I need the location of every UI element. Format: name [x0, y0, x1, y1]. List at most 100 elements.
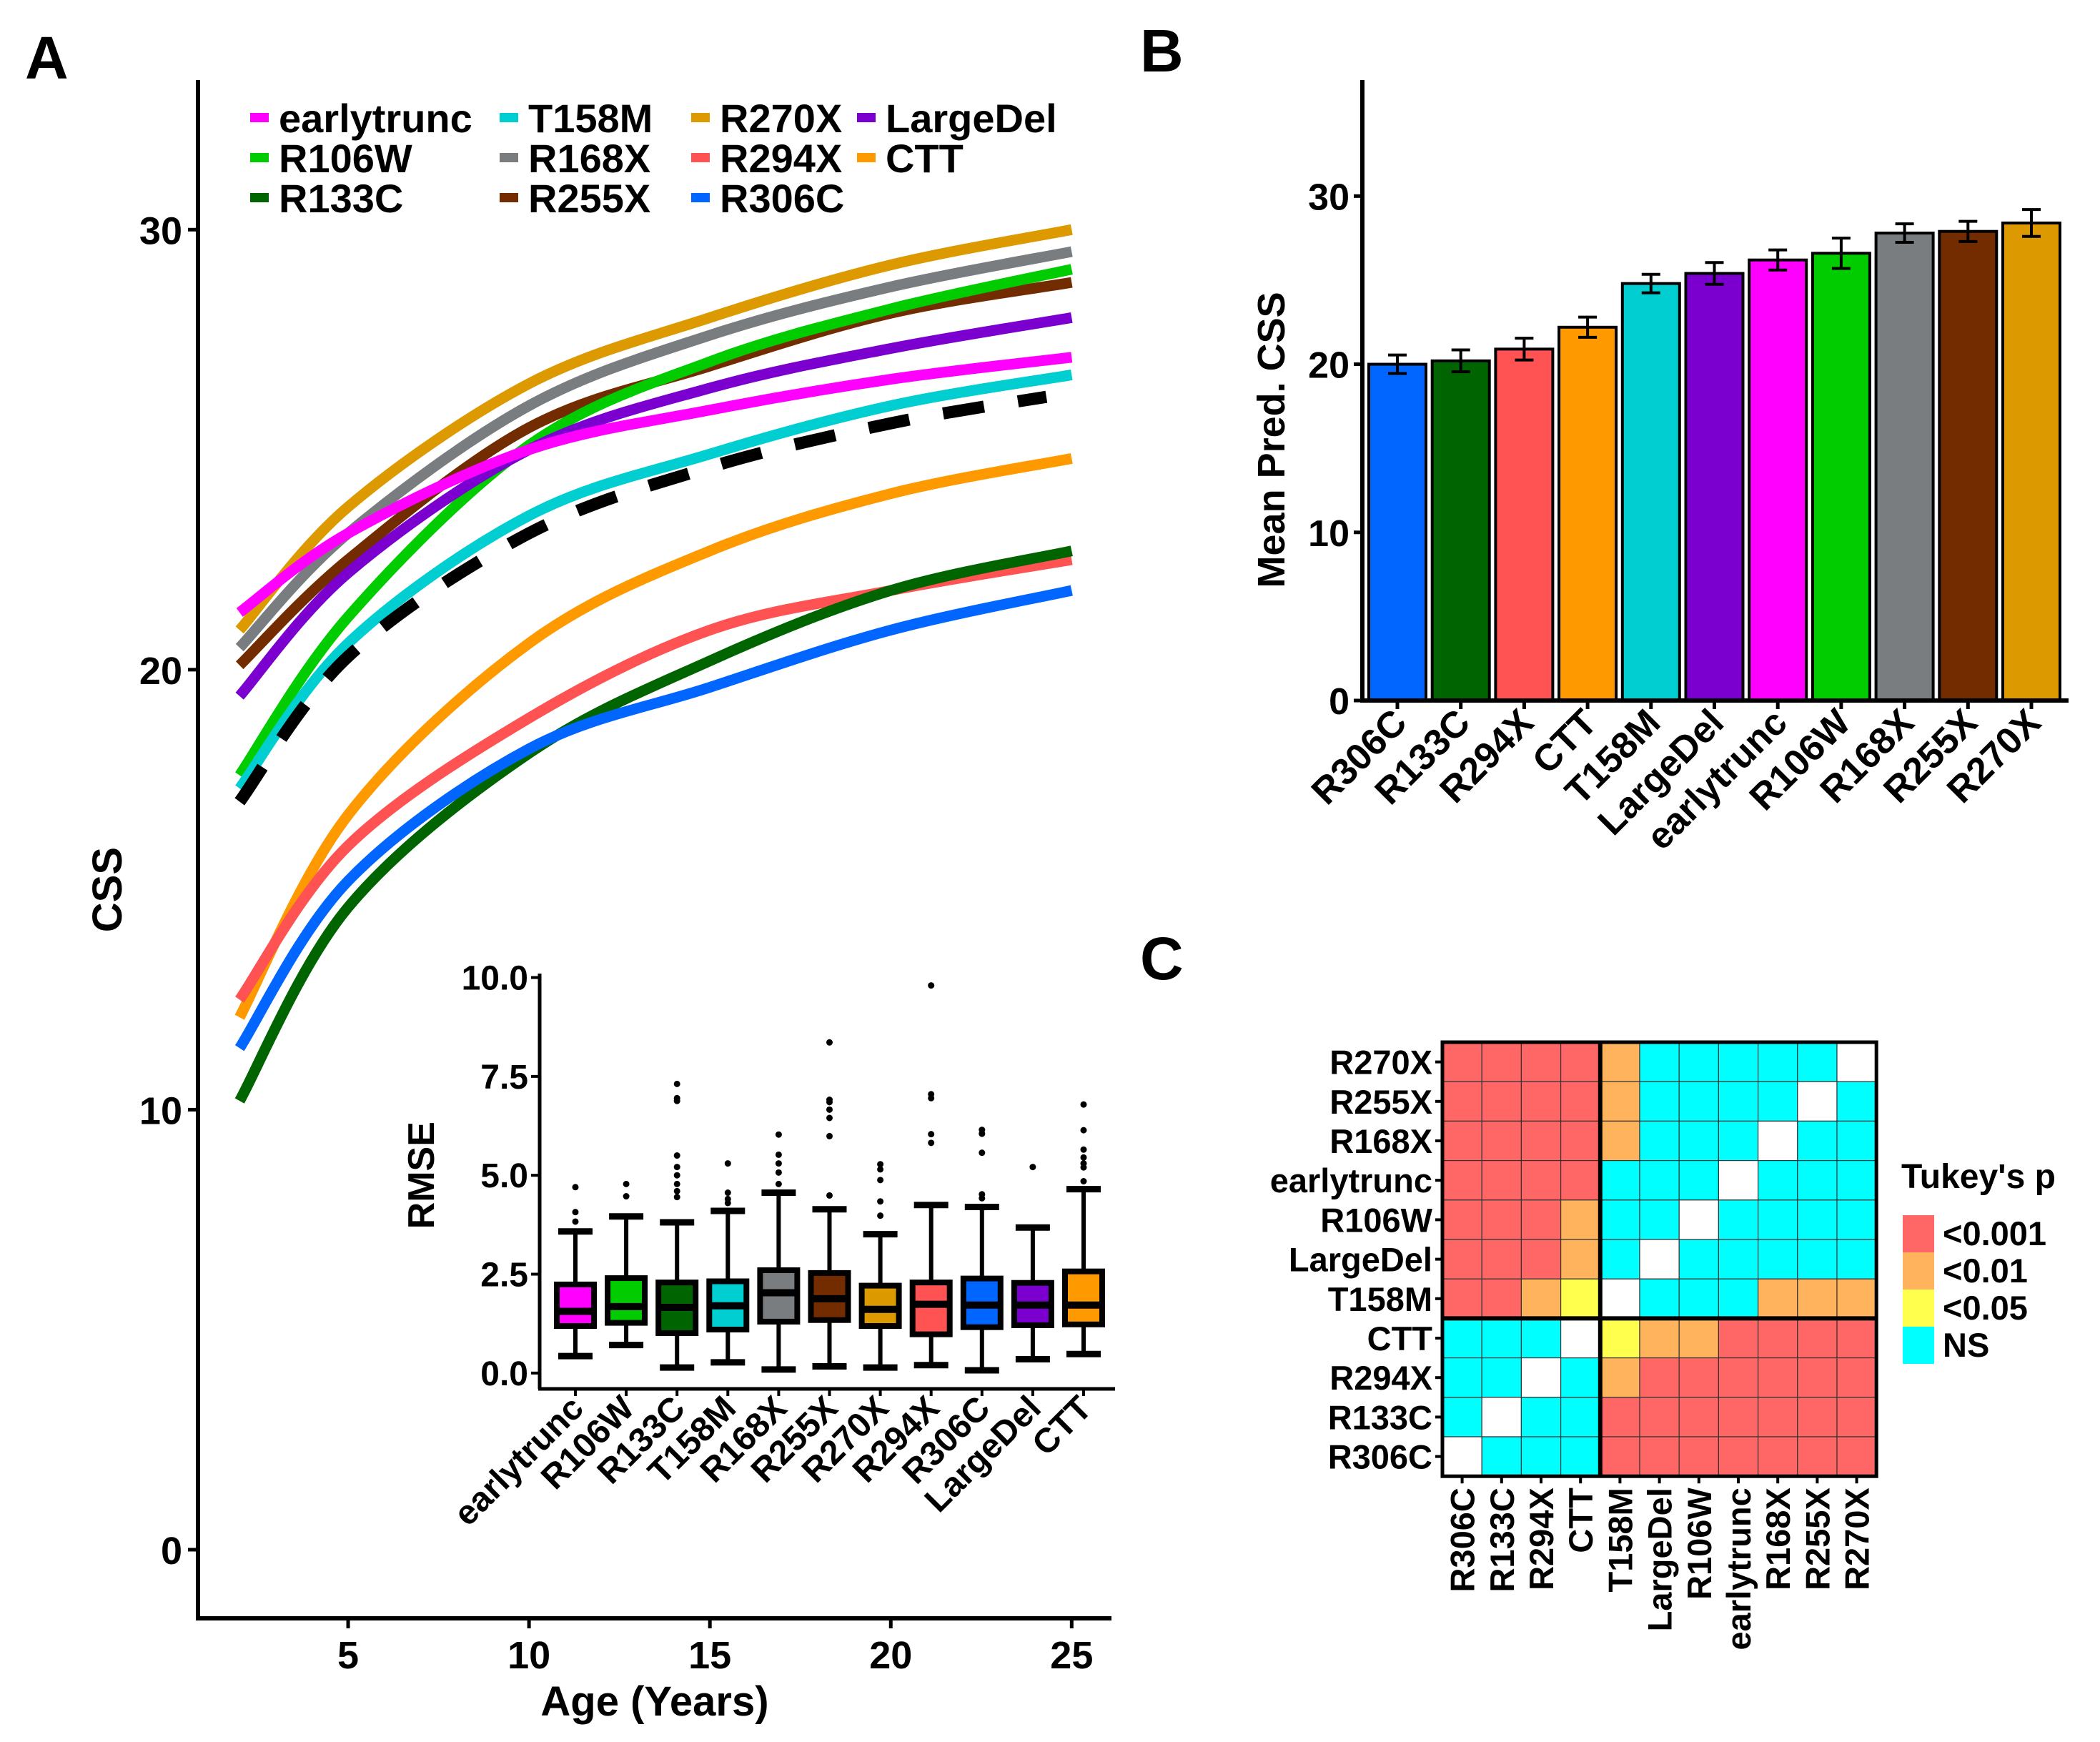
legend-label: R255X	[528, 176, 650, 221]
heatmap-cell	[1718, 1436, 1759, 1477]
outlier-point	[673, 1080, 680, 1087]
inset-y-tick-label: 0.0	[480, 1355, 528, 1393]
heatmap-cell	[1678, 1357, 1719, 1398]
heatmap-cell	[1560, 1278, 1601, 1319]
panel-b-bar-chart: R306CR133CR294XCTTT158MLargeDelearlytrun…	[1250, 80, 2069, 858]
outlier-point	[724, 1160, 731, 1167]
inset-y-tick-label: 2.5	[480, 1257, 528, 1295]
heatmap-cell	[1678, 1081, 1719, 1122]
heatmap-cell	[1560, 1199, 1601, 1240]
heatmap-cell	[1758, 1278, 1798, 1319]
outlier-point	[826, 1132, 833, 1139]
heatmap-cell	[1797, 1159, 1838, 1201]
heatmap-cell	[1481, 1278, 1522, 1319]
heatmap-cell	[1600, 1317, 1640, 1359]
outlier-point	[775, 1160, 782, 1167]
legend-swatch-r106w	[250, 153, 269, 162]
inset-y-tick-label: 7.5	[480, 1059, 528, 1097]
series-line-r106w	[235, 264, 1073, 778]
outlier-point	[724, 1195, 731, 1202]
heatmap-cell	[1639, 1278, 1680, 1319]
heatmap-cell	[1758, 1081, 1798, 1122]
col-label: R255X	[1798, 1488, 1836, 1590]
row-label: LargeDel	[1289, 1241, 1432, 1279]
heatmap-cell	[1639, 1357, 1680, 1398]
col-label: T158M	[1601, 1488, 1639, 1592]
heatmap-cell	[1678, 1436, 1719, 1477]
heatmap-cell	[1600, 1239, 1640, 1280]
outlier-point	[928, 1131, 935, 1138]
row-label: R133C	[1328, 1398, 1432, 1436]
heatmap-cell	[1758, 1239, 1798, 1280]
reference-dashed-line	[234, 390, 1048, 806]
heatmap-cell	[1442, 1397, 1482, 1437]
legend-label: CTT	[886, 136, 964, 181]
outlier-point	[1080, 1160, 1087, 1167]
y-tick-label: 30	[139, 209, 182, 252]
outlier-point	[673, 1094, 680, 1102]
heatmap-cell	[1442, 1357, 1482, 1398]
legend-label: R133C	[279, 176, 403, 221]
outlier-point	[979, 1149, 986, 1157]
heatmap-cell	[1442, 1041, 1482, 1082]
col-label: R133C	[1483, 1488, 1521, 1592]
heatmap-cell	[1600, 1357, 1640, 1398]
outlier-point	[979, 1191, 986, 1198]
outlier-point	[673, 1152, 680, 1159]
bar-r255x	[1938, 229, 1999, 702]
series-line-r306c	[234, 585, 1073, 1051]
heatmap-cell	[1678, 1317, 1719, 1359]
heatmap-cell	[1600, 1436, 1640, 1477]
heatmap-cell-diagonal	[1758, 1120, 1798, 1162]
x-tick-label: 20	[869, 1634, 912, 1677]
outlier-point	[673, 1194, 680, 1201]
outlier-point	[1080, 1154, 1087, 1161]
legend-label: LargeDel	[886, 96, 1057, 141]
outlier-point	[1029, 1164, 1036, 1171]
heatmap-cell	[1481, 1041, 1522, 1082]
outlier-point	[673, 1180, 680, 1187]
heatmap-cell	[1600, 1041, 1640, 1082]
inset-x-tick-label: CTT	[1025, 1389, 1099, 1463]
bar-r106w	[1811, 252, 1871, 702]
heatmap-cell-diagonal	[1560, 1317, 1601, 1359]
inset-y-tick-label: 5.0	[480, 1157, 528, 1195]
bar-r133c	[1430, 359, 1491, 702]
y-tick-label: 30	[1308, 177, 1349, 218]
row-label: CTT	[1367, 1320, 1433, 1357]
heatmap-cell	[1481, 1436, 1522, 1477]
row-label: R306C	[1328, 1438, 1432, 1476]
heatmap-cell	[1797, 1397, 1838, 1437]
outlier-point	[826, 1106, 833, 1113]
heatmap-cell	[1639, 1041, 1680, 1082]
heatmap-cell	[1520, 1199, 1562, 1240]
legend-swatch-ctt	[857, 153, 876, 162]
legend-label: earlytrunc	[279, 96, 472, 141]
bar-ctt	[1557, 325, 1618, 702]
heatmap-cell	[1758, 1159, 1798, 1201]
heatmap-cell	[1718, 1317, 1759, 1359]
panel-a-line-chart: 0 10 20 30 5 10 15 20 25 Age (Years) CSS earlytrunc…	[84, 80, 1111, 1725]
inset-y-tick-label: 10.0	[462, 960, 528, 998]
bar-largedel	[1684, 272, 1745, 702]
heatmap-cell	[1718, 1239, 1759, 1280]
panel-label-a: A	[25, 24, 69, 91]
heatmap-cell-diagonal	[1481, 1397, 1522, 1437]
outlier-point	[673, 1172, 680, 1179]
heatmap-cell	[1442, 1159, 1482, 1201]
heatmap-cell-diagonal	[1520, 1357, 1562, 1398]
heatmap-cell	[1797, 1239, 1838, 1280]
heatmap-cell	[1836, 1436, 1877, 1477]
bar-earlytrunc	[1748, 258, 1808, 702]
heatmap-cell	[1718, 1397, 1759, 1437]
heatmap-cell	[1442, 1120, 1482, 1162]
heatmap-cell	[1836, 1120, 1877, 1162]
heatmap-cell	[1678, 1278, 1719, 1319]
heatmap-cell	[1836, 1239, 1877, 1280]
outlier-point	[623, 1180, 630, 1187]
heatmap-cell	[1758, 1436, 1798, 1477]
heatmap-cell	[1520, 1041, 1562, 1082]
heatmap-cell	[1442, 1081, 1482, 1122]
heatmap-cell	[1560, 1436, 1601, 1477]
